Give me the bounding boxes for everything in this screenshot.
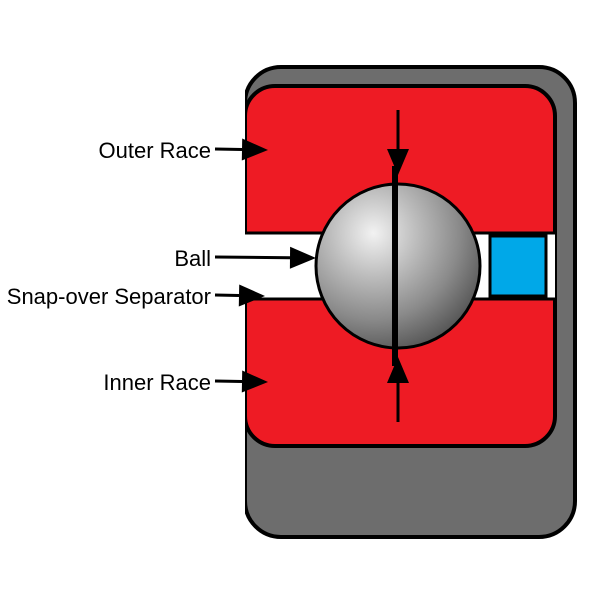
assembly — [245, 67, 575, 537]
label-inner-race: Inner Race — [103, 370, 211, 396]
label-separator: Snap-over Separator — [7, 284, 211, 310]
label-outer-race: Outer Race — [99, 138, 212, 164]
label-ball: Ball — [174, 246, 211, 272]
separator-blue-segment — [490, 236, 546, 296]
